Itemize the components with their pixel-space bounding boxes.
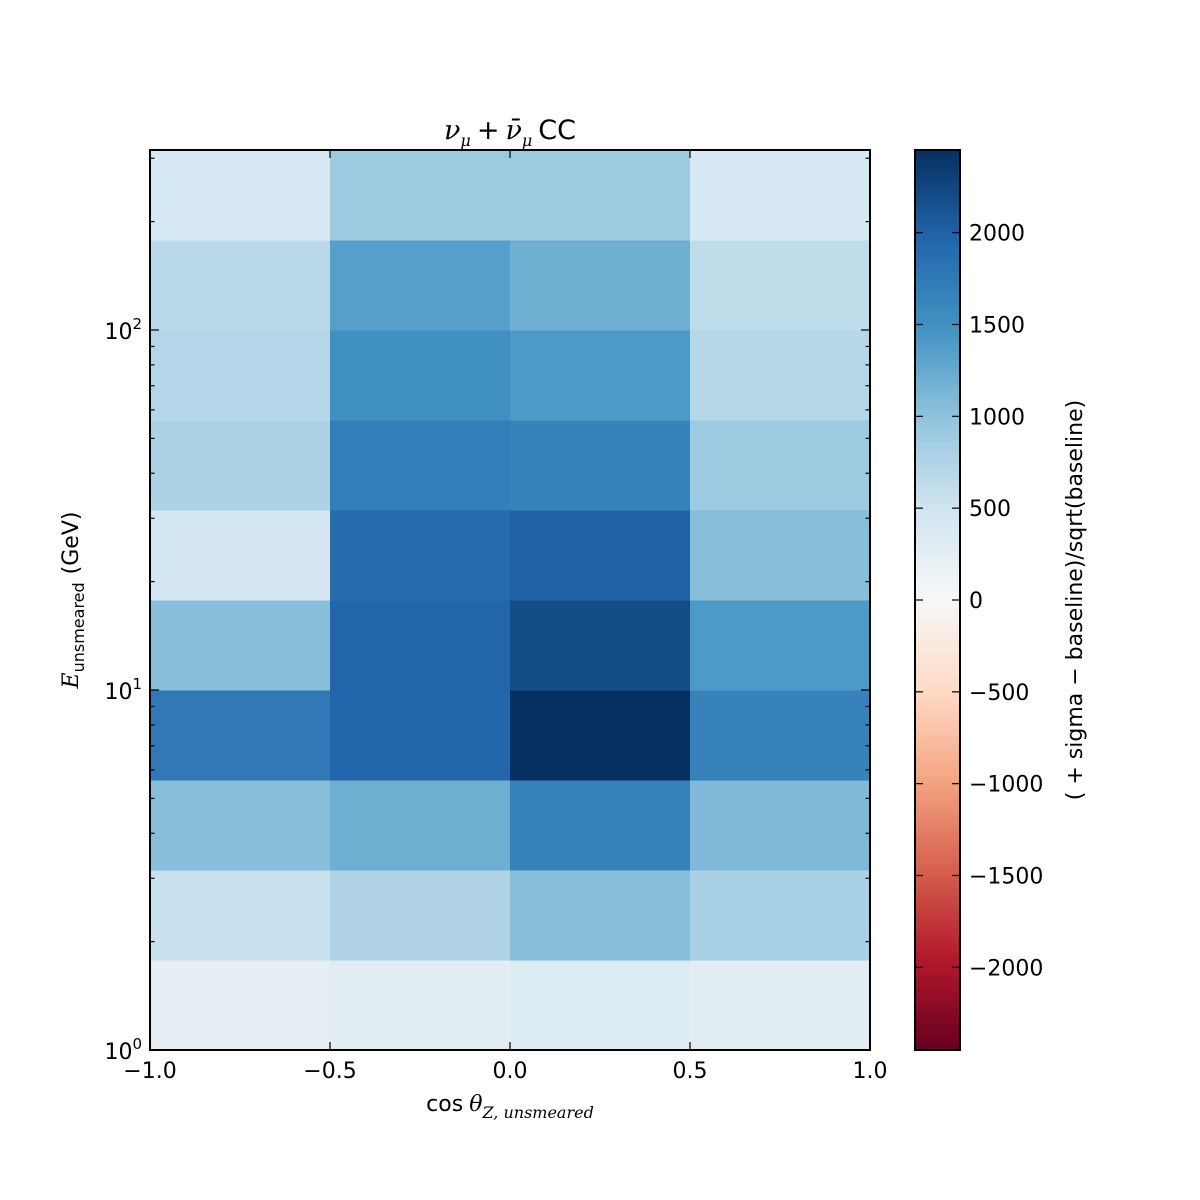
y-tick-label: 101	[104, 675, 142, 705]
heatmap-cell	[330, 960, 511, 1051]
heatmap-cell	[510, 420, 691, 511]
heatmap-cell	[690, 510, 871, 601]
heatmap-cell	[510, 960, 691, 1051]
y-axis-label: Eunsmeared(GeV)	[59, 512, 88, 690]
heatmap-cell	[330, 150, 511, 241]
heatmap-cell	[150, 240, 331, 331]
heatmap-cell	[510, 689, 691, 781]
heatmap-cell	[690, 960, 871, 1051]
heatmap-cell	[690, 150, 871, 241]
heatmap-cell	[150, 870, 331, 961]
heatmap-cell	[330, 510, 511, 601]
colorbar-tick-label: −1000	[969, 773, 1043, 798]
heatmap-cell	[150, 420, 331, 511]
y-tick-labels: 100 101 102	[104, 315, 142, 1065]
colorbar-tick-label: −500	[969, 681, 1029, 706]
heatmap-cell	[510, 150, 691, 241]
x-tick-label: 0.5	[673, 1059, 708, 1084]
y-tick-label: 100	[104, 1035, 142, 1065]
heatmap-cell	[330, 329, 511, 421]
heatmap-cell	[510, 780, 691, 871]
x-tick-label: 0.0	[493, 1059, 528, 1084]
heatmap-cell	[330, 420, 511, 511]
x-tick-labels: −1.0 −0.5 0.0 0.5 1.0	[123, 1059, 887, 1084]
heatmap-cell	[690, 420, 871, 511]
colorbar-tick-label: 1500	[969, 313, 1025, 338]
x-tick-label: −1.0	[123, 1059, 176, 1084]
heatmap-cell	[150, 600, 331, 691]
heatmap-cell	[150, 780, 331, 871]
heatmap-cell	[510, 329, 691, 421]
colorbar-tick-label: 0	[969, 589, 983, 614]
colorbar-ticks: 2000 1500 1000 500 0 −500 −1000 −1500 −2000	[915, 222, 1043, 981]
heatmap-cells	[150, 150, 871, 1051]
heatmap-cell	[150, 510, 331, 601]
colorbar-tick-label: −1500	[969, 865, 1043, 890]
y-tick-label: 102	[104, 315, 142, 345]
heatmap-cell	[150, 329, 331, 421]
heatmap-cell	[150, 150, 331, 241]
heatmap-cell	[330, 240, 511, 331]
colorbar-tick-label: 1000	[969, 405, 1025, 430]
heatmap-cell	[510, 600, 691, 691]
colorbar-tick-label: 2000	[969, 222, 1025, 247]
chart-title: νμ + ν̄μ CC	[444, 115, 576, 150]
heatmap-cell	[690, 240, 871, 331]
heatmap-cell	[510, 510, 691, 601]
heatmap-cell	[690, 689, 871, 781]
heatmap-cell	[510, 240, 691, 331]
colorbar-tick-label: 500	[969, 497, 1011, 522]
heatmap-cell	[330, 780, 511, 871]
heatmap-cell	[330, 600, 511, 691]
x-axis-label: cos θZ, unsmeared	[426, 1092, 594, 1122]
x-tick-label: −0.5	[303, 1059, 356, 1084]
heatmap-cell	[330, 870, 511, 961]
heatmap-cell	[330, 689, 511, 781]
heatmap-cell	[150, 689, 331, 781]
colorbar-tick-label: −2000	[969, 956, 1043, 981]
heatmap-cell	[690, 600, 871, 691]
heatmap-cell	[690, 329, 871, 421]
colorbar-label: ( + sigma − baseline)/sqrt(baseline)	[1063, 400, 1088, 800]
heatmap-cell	[150, 960, 331, 1051]
x-tick-label: 1.0	[853, 1059, 888, 1084]
heatmap-cell	[690, 870, 871, 961]
heatmap-cell	[510, 870, 691, 961]
axis-ticks	[149, 150, 871, 1051]
heatmap-cell	[690, 780, 871, 871]
